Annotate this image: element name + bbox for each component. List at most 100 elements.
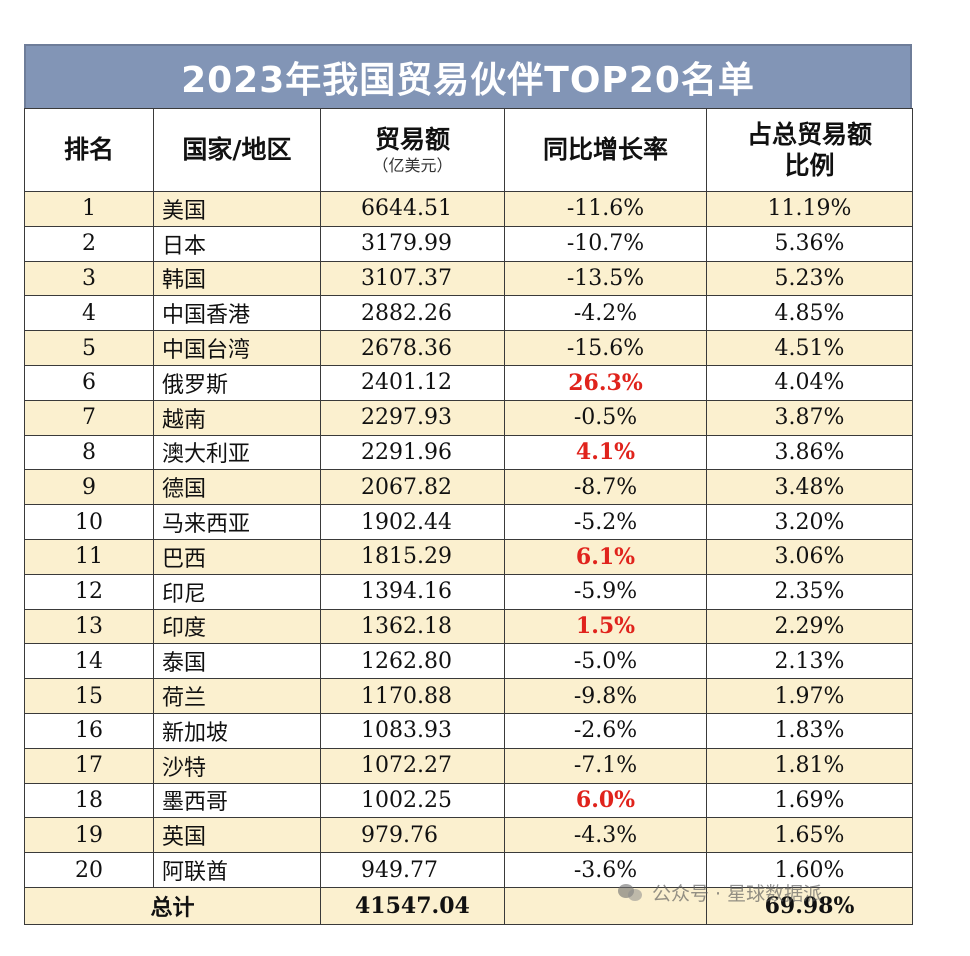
table-row: 3 韩国 3107.37 -13.5% 5.23%: [24, 260, 913, 297]
country-cell: 澳大利亚: [153, 434, 321, 471]
rank-cell: 7: [24, 399, 154, 436]
growth-cell: -8.7%: [504, 469, 707, 506]
share-cell: 1.60%: [706, 852, 913, 888]
watermark-text: 公众号 · 星球数据派: [652, 882, 823, 905]
country-cell: 越南: [153, 399, 321, 436]
trade-cell: 1262.80: [320, 643, 505, 680]
growth-cell: -5.9%: [504, 573, 707, 610]
country-cell: 新加坡: [153, 712, 321, 749]
table-row: 12 印尼 1394.16 -5.9% 2.35%: [24, 573, 913, 610]
rank-cell: 1: [24, 191, 154, 227]
header-share-line1: 占总贸易额: [746, 119, 872, 149]
total-label: 总计: [24, 886, 321, 925]
country-cell: 巴西: [153, 538, 321, 575]
rank-cell: 5: [24, 330, 154, 366]
growth-cell: -9.8%: [504, 678, 707, 714]
trade-cell: 2678.36: [320, 330, 505, 366]
trade-cell: 949.77: [320, 852, 505, 888]
header-trade-label: 贸易额: [374, 125, 450, 155]
rank-cell: 11: [24, 538, 154, 575]
rank-cell: 17: [24, 747, 154, 784]
share-cell: 4.04%: [706, 364, 913, 401]
country-cell: 阿联酋: [153, 852, 321, 888]
share-cell: 1.65%: [706, 817, 913, 854]
growth-cell: -13.5%: [504, 260, 707, 297]
rank-cell: 12: [24, 573, 154, 610]
table-row: 11 巴西 1815.29 6.1% 3.06%: [24, 538, 913, 575]
trade-cell: 3107.37: [320, 260, 505, 297]
country-cell: 日本: [153, 225, 321, 262]
country-cell: 中国香港: [153, 295, 321, 332]
trade-partners-table: 排名 国家/地区 贸易额 （亿美元） 同比增长率 占总贸易额 比例 1 美国 664…: [24, 108, 913, 925]
growth-cell: -2.6%: [504, 712, 707, 749]
rank-cell: 18: [24, 782, 154, 819]
country-cell: 马来西亚: [153, 504, 321, 540]
growth-cell: 26.3%: [504, 364, 707, 401]
rank-cell: 6: [24, 364, 154, 401]
share-cell: 3.06%: [706, 538, 913, 575]
growth-cell: 1.5%: [504, 608, 707, 645]
rank-cell: 14: [24, 643, 154, 680]
growth-cell: -7.1%: [504, 747, 707, 784]
watermark: 公众号 · 星球数据派: [618, 878, 822, 906]
rank-cell: 13: [24, 608, 154, 645]
share-cell: 2.29%: [706, 608, 913, 645]
header-share-line2: 比例: [784, 151, 835, 180]
table-row: 4 中国香港 2882.26 -4.2% 4.85%: [24, 295, 913, 332]
wechat-icon: [618, 881, 644, 903]
table-row: 14 泰国 1262.80 -5.0% 2.13%: [24, 643, 913, 680]
share-cell: 5.36%: [706, 225, 913, 262]
table-row: 8 澳大利亚 2291.96 4.1% 3.86%: [24, 434, 913, 471]
trade-cell: 2882.26: [320, 295, 505, 332]
table-row: 18 墨西哥 1002.25 6.0% 1.69%: [24, 782, 913, 819]
table-row: 6 俄罗斯 2401.12 26.3% 4.04%: [24, 364, 913, 401]
growth-cell: -11.6%: [504, 191, 707, 227]
share-cell: 3.86%: [706, 434, 913, 471]
table-row: 13 印度 1362.18 1.5% 2.29%: [24, 608, 913, 645]
table-row: 19 英国 979.76 -4.3% 1.65%: [24, 817, 913, 854]
trade-cell: 3179.99: [320, 225, 505, 262]
country-cell: 美国: [153, 191, 321, 227]
country-cell: 墨西哥: [153, 782, 321, 819]
country-cell: 英国: [153, 817, 321, 854]
trade-cell: 2291.96: [320, 434, 505, 471]
trade-cell: 1815.29: [320, 538, 505, 575]
growth-cell: -10.7%: [504, 225, 707, 262]
trade-partners-sheet: 2023年我国贸易伙伴TOP20名单 排名 国家/地区 贸易额 （亿美元） 同比…: [24, 44, 913, 925]
growth-cell: -0.5%: [504, 399, 707, 436]
share-cell: 3.20%: [706, 504, 913, 540]
total-growth-empty: [504, 886, 707, 925]
header-trade: 贸易额 （亿美元）: [320, 108, 505, 192]
rank-cell: 3: [24, 260, 154, 297]
rank-cell: 10: [24, 504, 154, 540]
country-cell: 印度: [153, 608, 321, 645]
growth-cell: -5.2%: [504, 504, 707, 540]
rank-cell: 15: [24, 678, 154, 714]
country-cell: 泰国: [153, 643, 321, 680]
country-cell: 荷兰: [153, 678, 321, 714]
country-cell: 中国台湾: [153, 330, 321, 366]
table-row: 7 越南 2297.93 -0.5% 3.87%: [24, 399, 913, 436]
country-cell: 印尼: [153, 573, 321, 610]
share-cell: 3.48%: [706, 469, 913, 506]
trade-cell: 2067.82: [320, 469, 505, 506]
trade-cell: 1362.18: [320, 608, 505, 645]
trade-cell: 1083.93: [320, 712, 505, 749]
trade-cell: 2297.93: [320, 399, 505, 436]
share-cell: 11.19%: [706, 191, 913, 227]
growth-cell: -5.0%: [504, 643, 707, 680]
table-row: 15 荷兰 1170.88 -9.8% 1.97%: [24, 678, 913, 714]
rank-cell: 16: [24, 712, 154, 749]
header-share: 占总贸易额 比例: [706, 108, 913, 192]
total-trade: 41547.04: [320, 886, 505, 925]
trade-cell: 979.76: [320, 817, 505, 854]
growth-cell: 6.0%: [504, 782, 707, 819]
table-row: 5 中国台湾 2678.36 -15.6% 4.51%: [24, 330, 913, 366]
table-row: 9 德国 2067.82 -8.7% 3.48%: [24, 469, 913, 506]
table-title: 2023年我国贸易伙伴TOP20名单: [24, 44, 912, 108]
trade-cell: 1902.44: [320, 504, 505, 540]
country-cell: 德国: [153, 469, 321, 506]
total-row: 总计 41547.04 69.98%: [24, 886, 913, 925]
share-cell: 4.85%: [706, 295, 913, 332]
table-row: 1 美国 6644.51 -11.6% 11.19%: [24, 191, 913, 227]
